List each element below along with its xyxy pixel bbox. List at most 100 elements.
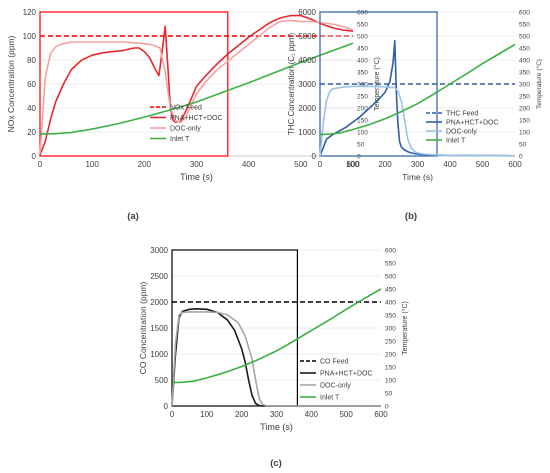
y2-tick-label: 500 bbox=[357, 34, 368, 41]
x-tick-label: 0 bbox=[38, 160, 43, 169]
x-tick-label: 200 bbox=[378, 160, 392, 169]
y2-tick-label: 350 bbox=[357, 70, 368, 77]
highlight-box bbox=[171, 249, 299, 407]
y-axis-label: THC Concentration (C₁ ppm) bbox=[287, 33, 296, 136]
x-tick-label: 300 bbox=[411, 160, 425, 169]
y2-tick-label: 250 bbox=[385, 339, 396, 346]
x-tick-label: 0 bbox=[318, 160, 323, 169]
y2-tick-label: 400 bbox=[385, 300, 396, 307]
legend-label: CO Feed bbox=[320, 359, 349, 366]
y2-tick-label: 100 bbox=[357, 130, 368, 137]
legend: CO Feed PNA+HCT+DOC DOC-only Inlet T bbox=[300, 359, 373, 402]
y-axis-label: NOx Concentration (ppm) bbox=[6, 35, 16, 132]
y-tick-label: 5000 bbox=[298, 32, 316, 41]
legend-label: PNA+HCT+DOC bbox=[320, 371, 373, 378]
y-tick-label: 0 bbox=[164, 402, 169, 411]
y2-tick-label: 600 bbox=[357, 10, 368, 17]
x-tick-label: 400 bbox=[443, 160, 457, 169]
y2-tick-label: 50 bbox=[357, 142, 365, 149]
y2-tick-label: 150 bbox=[519, 118, 530, 125]
series-line-3 bbox=[171, 311, 381, 407]
y2-axis-label: Temperature (°C) bbox=[401, 301, 409, 355]
y-tick-label: 500 bbox=[155, 376, 169, 385]
legend-label: THC Feed bbox=[446, 111, 478, 118]
x-tick-label: 0 bbox=[170, 410, 175, 419]
y2-tick-label: 450 bbox=[385, 287, 396, 294]
y2-tick-label: 200 bbox=[357, 106, 368, 113]
x-axis-label: Time (s) bbox=[180, 172, 213, 182]
y-tick-label: 0 bbox=[312, 152, 317, 161]
legend-label: PNA+HCT+DOC bbox=[170, 115, 223, 122]
x-tick-label: 500 bbox=[476, 160, 490, 169]
y-tick-label: 1500 bbox=[150, 324, 168, 333]
y-axis-label: CO Concentration (ppm) bbox=[138, 282, 148, 375]
y2-tick-label: 550 bbox=[357, 22, 368, 29]
series-line-4 bbox=[171, 288, 382, 384]
y2-tick-label: 550 bbox=[385, 261, 396, 268]
series-line-3 bbox=[319, 85, 515, 157]
x-tick-label: 100 bbox=[346, 160, 360, 169]
y-tick-label: 0 bbox=[32, 152, 37, 161]
y-tick-label: 4000 bbox=[298, 56, 316, 65]
series-line-3 bbox=[39, 19, 354, 154]
y2-tick-label: 200 bbox=[385, 352, 396, 359]
y-tick-label: 3000 bbox=[150, 246, 168, 255]
series-line-2 bbox=[39, 14, 354, 156]
y2-tick-label: 150 bbox=[357, 118, 368, 125]
y2-tick-label: 350 bbox=[519, 70, 530, 77]
legend-label: Inlet T bbox=[170, 136, 190, 143]
x-tick-label: 300 bbox=[270, 410, 284, 419]
y2-tick-label: 300 bbox=[385, 326, 396, 333]
y2-tick-label: 450 bbox=[519, 46, 530, 53]
y-tick-label: 80 bbox=[27, 56, 36, 65]
y-tick-label: 2000 bbox=[150, 298, 168, 307]
y2-tick-label: 400 bbox=[519, 58, 530, 65]
y2-tick-label: 400 bbox=[357, 58, 368, 65]
y2-tick-label: 250 bbox=[357, 94, 368, 101]
y-tick-label: 100 bbox=[23, 32, 37, 41]
panel-label: (b) bbox=[405, 211, 417, 222]
series-line-4 bbox=[319, 43, 516, 136]
y2-tick-label: 350 bbox=[385, 313, 396, 320]
y-tick-label: 120 bbox=[23, 8, 37, 17]
y-tick-label: 2000 bbox=[298, 104, 316, 113]
chart-panel-3: 0500100015002000250030000501001502002503… bbox=[138, 246, 409, 469]
legend-label: Inlet T bbox=[446, 138, 466, 145]
x-tick-label: 600 bbox=[346, 160, 360, 169]
y-tick-label: 1000 bbox=[150, 350, 168, 359]
y-tick-label: 1000 bbox=[298, 128, 316, 137]
x-tick-label: 100 bbox=[200, 410, 214, 419]
x-tick-label: 500 bbox=[339, 410, 353, 419]
legend: THC Feed PNA+HCT+DOC DOC-only Inlet T bbox=[426, 111, 499, 145]
y2-tick-label: 50 bbox=[519, 142, 527, 149]
x-tick-label: 200 bbox=[138, 160, 152, 169]
series-line-2 bbox=[319, 39, 516, 157]
panel-label: (c) bbox=[270, 458, 282, 469]
x-tick-label: 500 bbox=[294, 160, 308, 169]
x-axis-label: Time (s) bbox=[402, 172, 433, 182]
x-tick-label: 600 bbox=[508, 160, 522, 169]
legend-label: Inlet T bbox=[320, 395, 340, 402]
legend-label: DOC-only bbox=[446, 129, 477, 136]
series-line-2 bbox=[171, 307, 381, 407]
legend: NOx Feed PNA+HCT+DOC DOC-only Inlet T bbox=[150, 105, 223, 143]
y2-tick-label: 0 bbox=[385, 404, 389, 411]
chart-panel-1: 0 20 40 60 80 100 120 0 50 100 150 200 250 300 350 400 4… bbox=[6, 8, 381, 222]
y2-tick-label: 250 bbox=[519, 94, 530, 101]
y-tick-label: 40 bbox=[27, 104, 36, 113]
x-tick-label: 100 bbox=[85, 160, 99, 169]
x-tick-label: 300 bbox=[190, 160, 204, 169]
y-tick-label: 20 bbox=[27, 128, 36, 137]
chart-panel-2: 0100020003000400050006000050100150200250… bbox=[287, 8, 543, 222]
y2-tick-label: 0 bbox=[519, 154, 523, 161]
y-tick-label: 6000 bbox=[298, 8, 316, 17]
legend-label: DOC-only bbox=[170, 126, 201, 133]
x-tick-label: 400 bbox=[242, 160, 256, 169]
x-axis-label: Time (s) bbox=[260, 422, 293, 432]
y2-tick-label: 0 bbox=[357, 154, 361, 161]
panel-label: (a) bbox=[127, 211, 139, 222]
y2-tick-label: 100 bbox=[519, 130, 530, 137]
y-tick-label: 60 bbox=[27, 80, 36, 89]
x-tick-label: 400 bbox=[305, 410, 319, 419]
legend-label: PNA+HCT+DOC bbox=[446, 120, 499, 127]
